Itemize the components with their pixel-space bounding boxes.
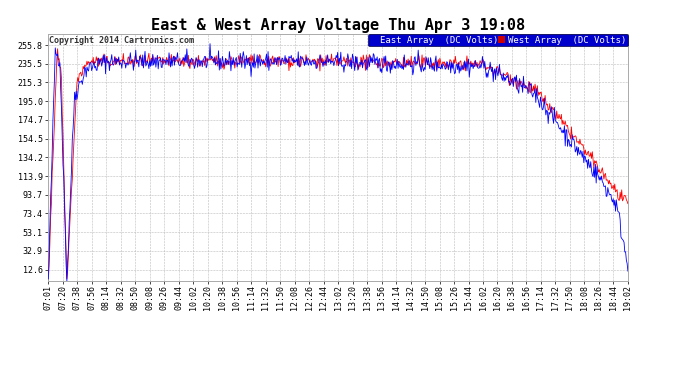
Title: East & West Array Voltage Thu Apr 3 19:08: East & West Array Voltage Thu Apr 3 19:0… [151, 18, 525, 33]
Text: Copyright 2014 Cartronics.com: Copyright 2014 Cartronics.com [50, 36, 195, 45]
Legend: East Array  (DC Volts), West Array  (DC Volts): East Array (DC Volts), West Array (DC Vo… [368, 34, 628, 46]
